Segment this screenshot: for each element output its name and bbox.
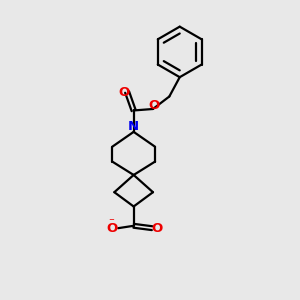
Text: O: O: [152, 222, 163, 235]
Text: ⁻: ⁻: [109, 217, 115, 226]
Text: O: O: [106, 222, 117, 235]
Text: O: O: [118, 85, 129, 98]
Text: O: O: [148, 99, 159, 112]
Text: N: N: [128, 120, 139, 133]
